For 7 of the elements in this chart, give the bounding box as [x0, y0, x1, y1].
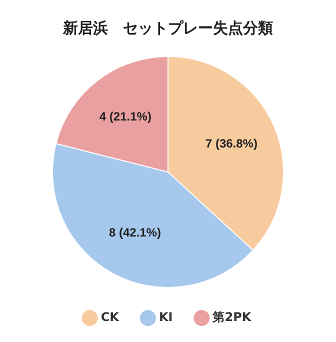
data-label: 7 (36.8%) — [205, 136, 258, 150]
chart-title: 新居浜 セットプレー失点分類 — [62, 18, 273, 37]
data-label: 4 (21.1%) — [99, 110, 152, 124]
legend-label: CK — [100, 310, 120, 324]
legend-label: 第2PK — [212, 310, 252, 324]
data-label: 8 (42.1%) — [109, 225, 162, 240]
legend-label: KI — [158, 310, 173, 324]
